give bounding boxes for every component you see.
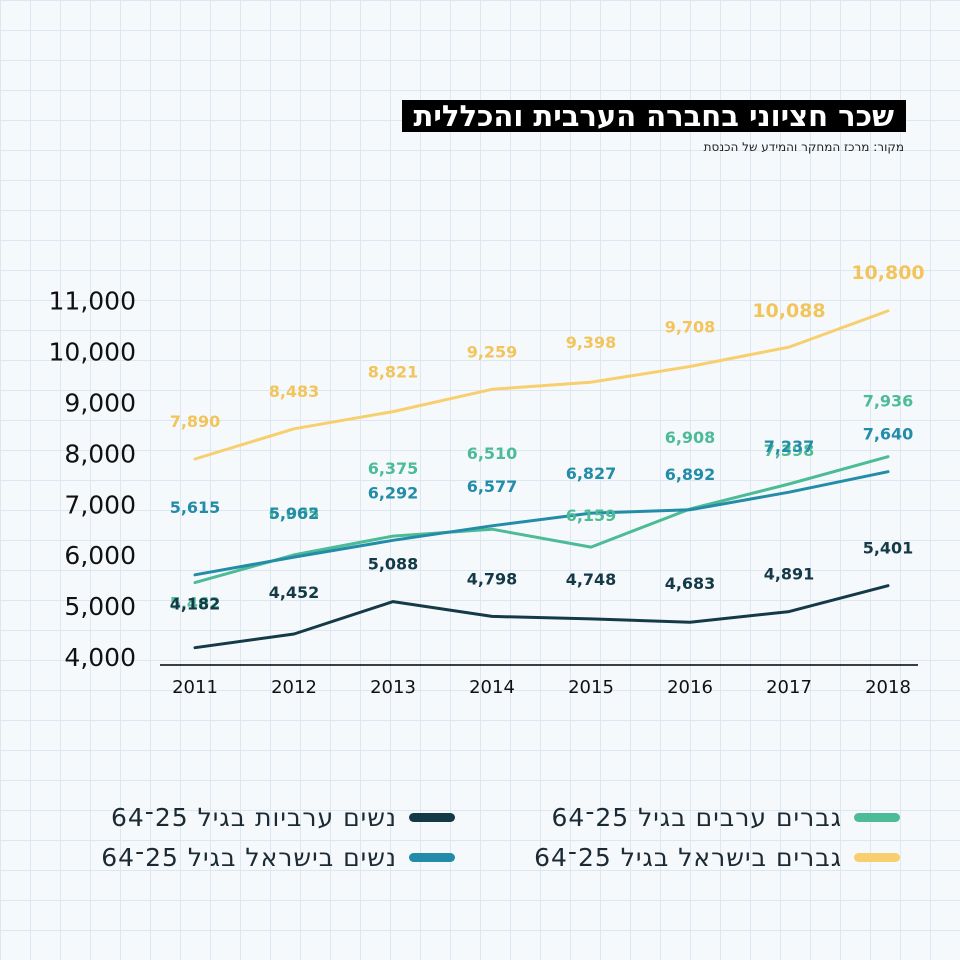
data-label: 6,292 xyxy=(368,483,419,502)
data-label: 8,483 xyxy=(269,382,320,401)
data-label: 6,005 xyxy=(269,504,320,523)
data-label: 5,462 xyxy=(170,594,221,613)
data-labels: 7,890 8,483 8,821 9,259 9,398 9,708 10,088 10,8… xyxy=(170,262,925,614)
data-label: 4,683 xyxy=(665,574,716,593)
legend-swatch-women-israel xyxy=(409,852,455,862)
series-line-1 xyxy=(193,455,890,585)
y-tick-label: 4,000 xyxy=(64,643,136,672)
data-label: 10,800 xyxy=(851,262,924,284)
data-label: 7,890 xyxy=(170,412,221,431)
legend-label-women-israel: נשים בישראל בגיל 25־64 xyxy=(101,842,397,872)
chart-source: מקור: מרכז המחקר והמידע של הכנסת xyxy=(703,140,904,154)
series-line-3 xyxy=(193,584,890,650)
series-lines xyxy=(193,309,890,650)
data-label: 7,237 xyxy=(764,437,815,456)
y-tick-label: 11,000 xyxy=(49,287,136,316)
data-label: 7,936 xyxy=(863,392,914,411)
legend-item-arab-women: נשים ערביות בגיל 25־64 xyxy=(111,802,455,832)
legend-swatch-men-israel xyxy=(854,852,900,862)
x-tick-label: 2015 xyxy=(568,677,614,698)
legend-swatch-arab-men xyxy=(854,812,900,822)
data-label: 6,827 xyxy=(566,464,617,483)
data-label: 5,401 xyxy=(863,539,914,558)
series-line-2 xyxy=(193,470,890,577)
data-label: 6,908 xyxy=(665,428,716,447)
x-tick-label: 2013 xyxy=(370,677,416,698)
y-tick-label: 9,000 xyxy=(64,389,136,418)
data-label: 6,375 xyxy=(368,459,419,478)
y-tick-label: 6,000 xyxy=(64,541,136,570)
legend-label-men-israel: גברים בישראל בגיל 25־64 xyxy=(534,842,842,872)
data-label: 6,159 xyxy=(566,506,617,525)
data-label: 5,962 xyxy=(269,504,320,523)
data-label: 7,640 xyxy=(863,425,914,444)
data-label: 4,182 xyxy=(170,595,221,614)
data-label: 9,398 xyxy=(566,333,617,352)
data-label: 4,798 xyxy=(467,569,518,588)
y-tick-label: 5,000 xyxy=(64,592,136,621)
data-label: 7,398 xyxy=(764,441,815,460)
data-label: 6,510 xyxy=(467,444,518,463)
x-tick-label: 2017 xyxy=(766,677,812,698)
data-label: 6,892 xyxy=(665,465,716,484)
data-label: 5,615 xyxy=(170,498,221,517)
data-label: 4,452 xyxy=(269,583,320,602)
y-tick-label: 7,000 xyxy=(64,490,136,519)
data-label: 6,577 xyxy=(467,477,518,496)
x-tick-label: 2016 xyxy=(667,677,713,698)
chart-title: שכר חציוני בחברה הערבית והכללית xyxy=(401,100,906,132)
data-label: 4,748 xyxy=(566,570,617,589)
x-tick-label: 2012 xyxy=(271,677,317,698)
legend-label-arab-men: גברים ערבים בגיל 25־64 xyxy=(551,802,842,832)
x-axis: 2011 2012 2013 2014 2015 2016 2017 2018 xyxy=(172,677,911,698)
data-label: 8,821 xyxy=(368,363,419,382)
legend-item-arab-men: גברים ערבים בגיל 25־64 xyxy=(551,802,900,832)
legend-item-men-israel: גברים בישראל בגיל 25־64 xyxy=(534,842,900,872)
data-label: 9,259 xyxy=(467,342,518,361)
data-label: 9,708 xyxy=(665,317,716,336)
series-line-0 xyxy=(193,309,890,461)
legend-item-women-israel: נשים בישראל בגיל 25־64 xyxy=(101,842,455,872)
data-label: 10,088 xyxy=(752,300,825,322)
y-tick-label: 10,000 xyxy=(49,338,136,367)
legend-swatch-arab-women xyxy=(409,812,455,822)
y-tick-label: 8,000 xyxy=(64,439,136,468)
x-tick-label: 2018 xyxy=(865,677,911,698)
x-tick-label: 2011 xyxy=(172,677,218,698)
data-label: 5,088 xyxy=(368,555,419,574)
x-tick-label: 2014 xyxy=(469,677,515,698)
data-label: 4,891 xyxy=(764,565,815,584)
y-axis: 4,000 5,000 6,000 7,000 8,000 9,000 10,000 11,0… xyxy=(49,287,136,672)
legend-label-arab-women: נשים ערביות בגיל 25־64 xyxy=(110,802,397,832)
